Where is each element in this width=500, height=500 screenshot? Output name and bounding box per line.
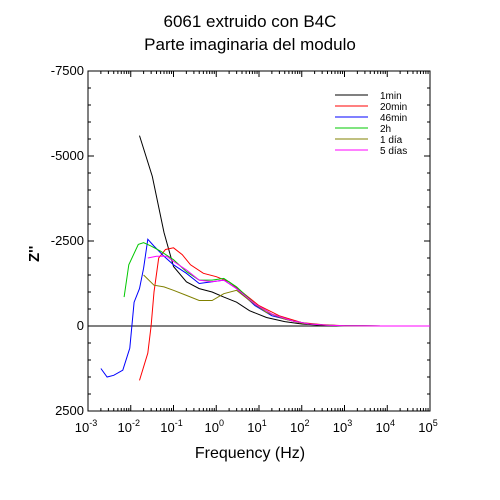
legend-label: 20min	[380, 102, 407, 113]
legend-label: 5 días	[380, 146, 407, 157]
y-tick-label: -5000	[51, 148, 84, 163]
x-tick-label: 10-1	[160, 418, 182, 435]
y-tick-label: 2500	[55, 403, 84, 418]
legend-label: 1 día	[380, 135, 403, 146]
legend-label: 2h	[380, 124, 391, 135]
y-tick-label: 0	[77, 318, 84, 333]
y-tick-label: -7500	[51, 63, 84, 78]
x-tick-label: 10-3	[75, 418, 97, 435]
series-line-3	[100, 238, 430, 378]
x-tick-label: 100	[205, 418, 224, 435]
x-tick-label: 104	[376, 418, 395, 435]
x-tick-label: 102	[290, 418, 309, 435]
x-tick-label: 10-2	[118, 418, 140, 435]
x-tick-label: 103	[333, 418, 352, 435]
series-line-6	[147, 255, 430, 327]
series-line-1	[139, 135, 430, 327]
y-tick-label: -2500	[51, 233, 84, 248]
chart-subtitle: Parte imaginaria del modulo	[144, 35, 356, 54]
x-tick-label: 101	[247, 418, 266, 435]
legend-label: 1min	[380, 91, 402, 102]
x-tick-label: 105	[418, 418, 437, 435]
chart-title: 6061 extruido con B4C	[163, 12, 337, 31]
x-axis-label: Frequency (Hz)	[194, 445, 306, 462]
plot-frame	[87, 70, 431, 412]
legend-label: 46min	[380, 113, 407, 124]
